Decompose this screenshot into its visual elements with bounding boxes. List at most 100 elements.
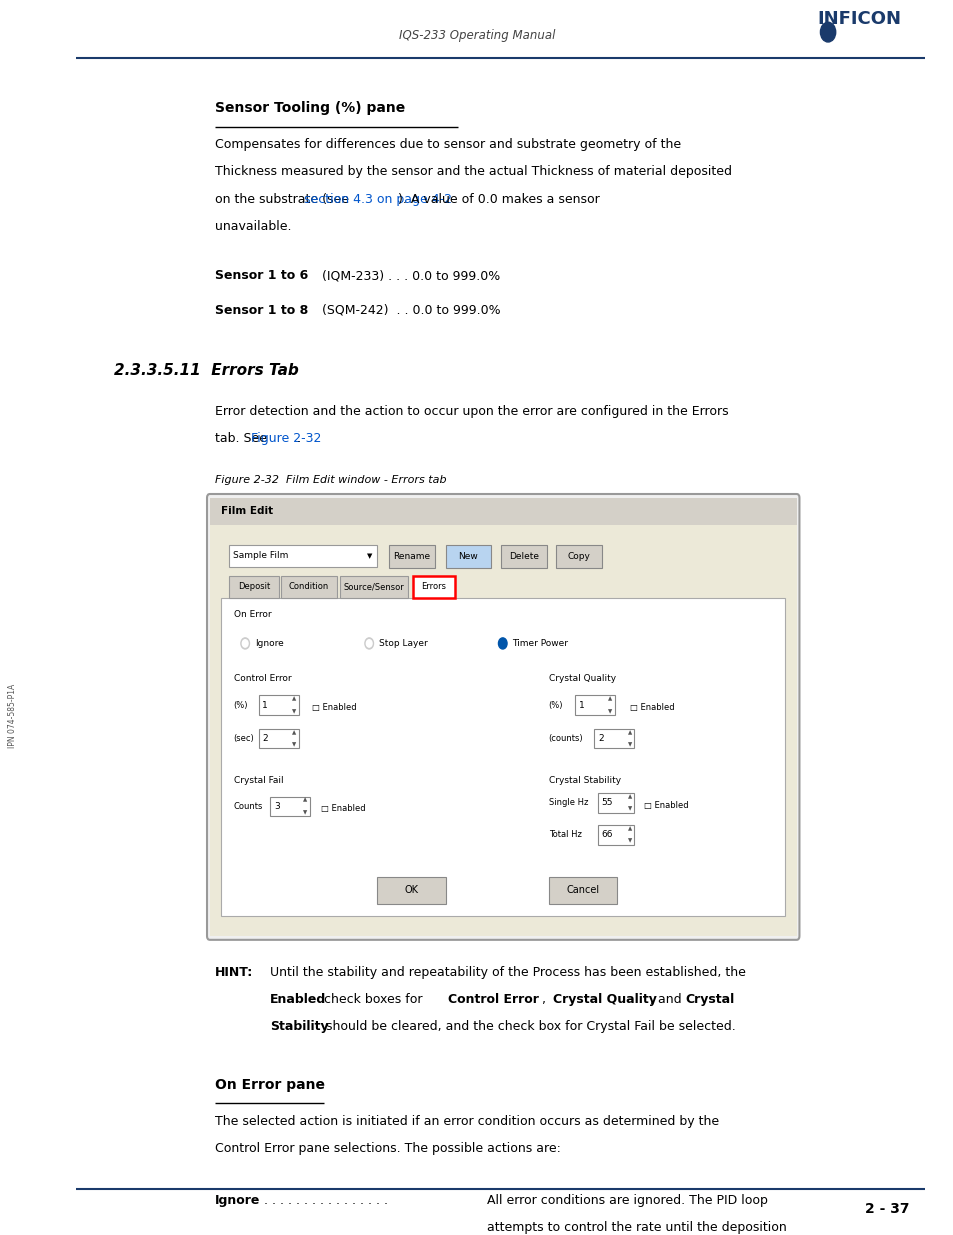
Text: Thickness measured by the sensor and the actual Thickness of material deposited: Thickness measured by the sensor and the… [214, 165, 731, 179]
Text: Total Hz: Total Hz [548, 830, 580, 840]
Text: Crystal Quality: Crystal Quality [548, 674, 615, 683]
Text: ▲: ▲ [292, 730, 295, 735]
Text: Crystal Stability: Crystal Stability [548, 776, 620, 784]
Text: (SQM-242)  . . 0.0 to 999.0%: (SQM-242) . . 0.0 to 999.0% [317, 304, 499, 317]
Text: (sec): (sec) [233, 734, 254, 743]
Text: ▲: ▲ [628, 826, 632, 831]
Text: Deposit: Deposit [237, 582, 270, 592]
Text: The selected action is initiated if an error condition occurs as determined by t: The selected action is initiated if an e… [214, 1115, 718, 1129]
Text: Source/Sensor: Source/Sensor [343, 582, 404, 592]
Text: HINT:: HINT: [214, 966, 253, 979]
Text: Sensor 1 to 6: Sensor 1 to 6 [214, 269, 308, 283]
Text: .: . [296, 432, 300, 446]
Bar [548, 877, 617, 904]
Text: Crystal Quality: Crystal Quality [553, 993, 657, 1007]
Text: Counts: Counts [233, 802, 263, 811]
Circle shape [364, 638, 374, 650]
Text: IPN 074-585-P1A: IPN 074-585-P1A [8, 684, 17, 748]
Text: unavailable.: unavailable. [214, 220, 291, 233]
Bar [270, 797, 310, 816]
Circle shape [242, 640, 248, 647]
Text: Sensor 1 to 8: Sensor 1 to 8 [214, 304, 308, 317]
Text: Ignore: Ignore [254, 638, 283, 648]
Text: Control Error: Control Error [233, 674, 291, 683]
Text: 3: 3 [274, 802, 279, 811]
Text: ▲: ▲ [627, 730, 631, 735]
Bar [210, 498, 796, 525]
Bar [575, 695, 615, 715]
Text: ▼: ▼ [628, 839, 632, 844]
Text: Delete: Delete [508, 552, 538, 561]
Text: Film Edit: Film Edit [221, 506, 274, 516]
Text: Condition: Condition [289, 582, 329, 592]
Text: 55: 55 [600, 798, 612, 808]
Text: should be cleared, and the check box for Crystal Fail be selected.: should be cleared, and the check box for… [322, 1020, 736, 1034]
Bar [210, 525, 796, 936]
Bar [500, 545, 546, 568]
Text: Timer Power: Timer Power [512, 638, 568, 648]
FancyBboxPatch shape [207, 494, 799, 940]
Text: Stop Layer: Stop Layer [378, 638, 427, 648]
Text: Until the stability and repeatability of the Process has been established, the: Until the stability and repeatability of… [270, 966, 745, 979]
Circle shape [240, 638, 250, 650]
Text: ). A value of 0.0 makes a sensor: ). A value of 0.0 makes a sensor [398, 193, 599, 206]
Text: 66: 66 [600, 830, 612, 840]
Bar [221, 598, 784, 916]
Text: ,: , [541, 993, 549, 1007]
Text: Single Hz: Single Hz [548, 798, 587, 808]
Text: (%): (%) [233, 700, 248, 710]
Text: Sensor Tooling (%) pane: Sensor Tooling (%) pane [214, 101, 404, 115]
Bar [258, 695, 298, 715]
Text: 2: 2 [262, 734, 268, 743]
Text: 2 - 37: 2 - 37 [864, 1202, 908, 1215]
Text: Stability: Stability [270, 1020, 328, 1034]
Text: IQS-233 Operating Manual: IQS-233 Operating Manual [398, 28, 555, 42]
Bar [229, 545, 376, 567]
Bar [376, 877, 445, 904]
Bar [389, 545, 435, 568]
Text: 1: 1 [262, 700, 268, 710]
Text: Crystal Fail: Crystal Fail [233, 776, 283, 784]
Text: 2.3.3.5.11  Errors Tab: 2.3.3.5.11 Errors Tab [114, 363, 299, 378]
Text: (IQM-233) . . . 0.0 to 999.0%: (IQM-233) . . . 0.0 to 999.0% [317, 269, 499, 283]
Text: ▼: ▼ [292, 742, 295, 747]
Text: New: New [458, 552, 477, 561]
Text: Control Error pane selections. The possible actions are:: Control Error pane selections. The possi… [214, 1142, 560, 1156]
Text: Copy: Copy [567, 552, 590, 561]
Bar [339, 576, 408, 598]
Text: OK: OK [404, 885, 417, 895]
Text: ▼: ▼ [303, 810, 307, 815]
Circle shape [820, 22, 835, 42]
Bar [598, 793, 634, 813]
Text: On Error: On Error [233, 610, 271, 619]
Text: Crystal: Crystal [684, 993, 734, 1007]
Text: Figure 2-32  Film Edit window - Errors tab: Figure 2-32 Film Edit window - Errors ta… [214, 475, 446, 485]
Text: ▼: ▼ [627, 742, 631, 747]
Text: attempts to control the rate until the deposition: attempts to control the rate until the d… [486, 1221, 785, 1235]
Text: □ Enabled: □ Enabled [629, 703, 674, 713]
Text: Cancel: Cancel [566, 885, 598, 895]
Text: Figure 2-32: Figure 2-32 [252, 432, 321, 446]
Text: ▼: ▼ [292, 709, 295, 714]
Bar [413, 576, 455, 598]
Text: . . . . . . . . . . . . . . . .: . . . . . . . . . . . . . . . . [260, 1194, 388, 1208]
Text: check boxes for: check boxes for [319, 993, 426, 1007]
Text: Control Error: Control Error [448, 993, 538, 1007]
Bar [556, 545, 601, 568]
Text: INFICON: INFICON [817, 10, 901, 28]
Text: ▲: ▲ [292, 697, 295, 701]
Text: Compensates for differences due to sensor and substrate geometry of the: Compensates for differences due to senso… [214, 138, 680, 152]
Bar [258, 729, 298, 748]
Text: □ Enabled: □ Enabled [643, 800, 688, 810]
Text: □ Enabled: □ Enabled [321, 804, 366, 814]
Text: □ Enabled: □ Enabled [312, 703, 356, 713]
Circle shape [366, 640, 372, 647]
Text: On Error pane: On Error pane [214, 1078, 324, 1092]
Text: ▼: ▼ [608, 709, 612, 714]
Text: (counts): (counts) [548, 734, 582, 743]
Text: 1: 1 [578, 700, 584, 710]
Text: ▼: ▼ [366, 553, 372, 558]
Text: Errors: Errors [421, 582, 446, 592]
Text: ▲: ▲ [303, 798, 307, 803]
Text: tab. See: tab. See [214, 432, 271, 446]
